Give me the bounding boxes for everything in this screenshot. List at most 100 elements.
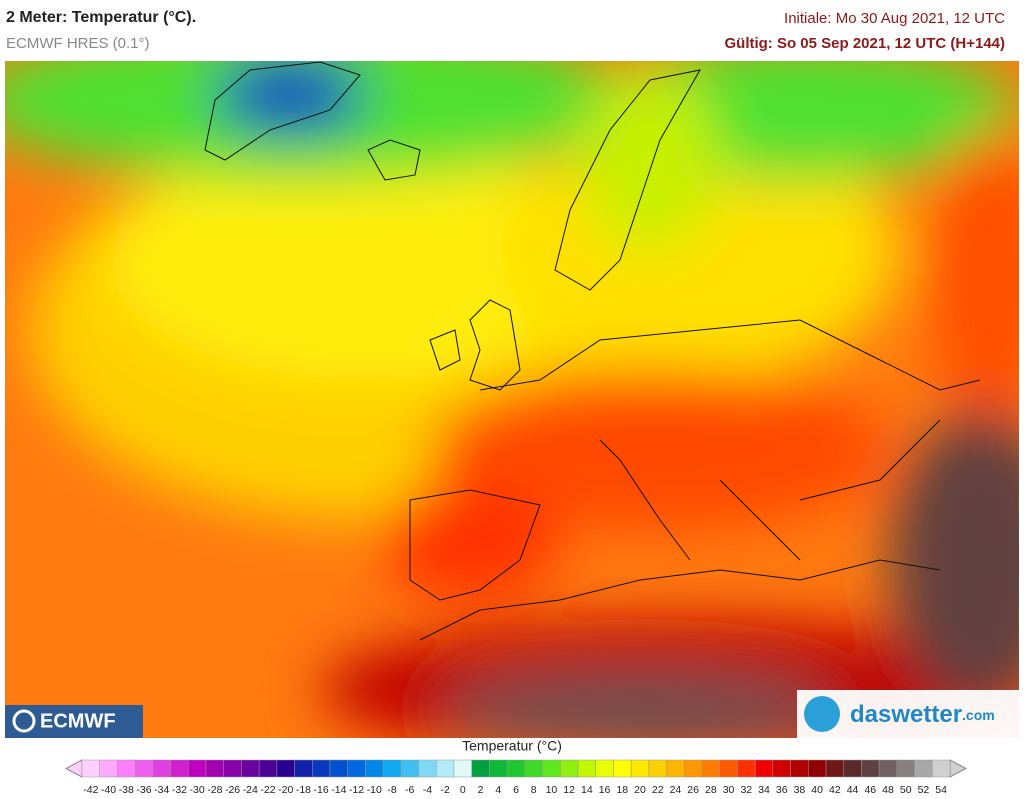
legend-swatch bbox=[205, 759, 224, 778]
legend-label: 46 bbox=[864, 784, 876, 796]
legend-swatch bbox=[471, 759, 490, 778]
legend-swatch bbox=[418, 759, 437, 778]
legend-swatch bbox=[896, 759, 915, 778]
legend-swatch bbox=[400, 759, 419, 778]
legend-label: 8 bbox=[531, 784, 537, 796]
legend-swatch bbox=[648, 759, 667, 778]
legend-label: 36 bbox=[776, 784, 788, 796]
legend-swatch bbox=[312, 759, 331, 778]
legend-label: 32 bbox=[740, 784, 752, 796]
legend-arrow-low bbox=[64, 759, 83, 778]
legend-label: 12 bbox=[563, 784, 575, 796]
ecmwf-text: ECMWF bbox=[40, 710, 116, 732]
title: 2 Meter: Temperatur (°C). bbox=[6, 9, 196, 26]
legend-label: -40 bbox=[101, 784, 116, 796]
legend-label: 54 bbox=[935, 784, 947, 796]
legend-title: Temperatur (°C) bbox=[462, 738, 562, 754]
legend-swatch bbox=[878, 759, 898, 778]
legend-swatch bbox=[276, 759, 295, 778]
legend-label: 0 bbox=[460, 784, 466, 796]
legend-label: 50 bbox=[900, 784, 912, 796]
legend-label: 14 bbox=[581, 784, 593, 796]
legend-label: -36 bbox=[136, 784, 151, 796]
legend-swatch bbox=[365, 759, 384, 778]
legend-swatch bbox=[241, 759, 260, 778]
legend-label: -10 bbox=[367, 784, 382, 796]
legend-swatch bbox=[577, 759, 596, 778]
legend-swatch bbox=[347, 759, 366, 778]
legend-label: 28 bbox=[705, 784, 717, 796]
legend-label: 42 bbox=[829, 784, 841, 796]
legend-label: -34 bbox=[154, 784, 169, 796]
ecmwf-logo: ECMWF bbox=[5, 705, 143, 738]
legend-label: 44 bbox=[847, 784, 859, 796]
legend-swatch bbox=[737, 759, 756, 778]
legend-label: -20 bbox=[278, 784, 293, 796]
legend-swatch bbox=[258, 759, 278, 778]
legend-swatch bbox=[613, 759, 632, 778]
legend-swatch bbox=[81, 759, 100, 778]
legend-swatch bbox=[808, 759, 827, 778]
legend-label: -24 bbox=[243, 784, 258, 796]
legend-label: 10 bbox=[546, 784, 558, 796]
legend-swatch bbox=[825, 759, 844, 778]
legend-swatch bbox=[914, 759, 933, 778]
legend-swatch bbox=[188, 759, 207, 778]
legend-swatch bbox=[170, 759, 189, 778]
legend-swatch bbox=[754, 759, 774, 778]
legend-swatch bbox=[595, 759, 614, 778]
legend-label: 40 bbox=[811, 784, 823, 796]
legend-label: 22 bbox=[652, 784, 664, 796]
legend-arrow-high bbox=[949, 759, 968, 778]
legend-swatch bbox=[99, 759, 118, 778]
legend-swatch bbox=[843, 759, 862, 778]
legend-swatch bbox=[524, 759, 543, 778]
legend-swatch bbox=[666, 759, 685, 778]
legend-label: 38 bbox=[794, 784, 806, 796]
legend-label: 18 bbox=[616, 784, 628, 796]
daswetter-logo: daswetter.com bbox=[797, 690, 1019, 738]
legend-label: 26 bbox=[687, 784, 699, 796]
legend-label: -30 bbox=[190, 784, 205, 796]
legend-label: 2 bbox=[478, 784, 484, 796]
valid-time: Gültig: So 05 Sep 2021, 12 UTC (H+144) bbox=[724, 35, 1005, 52]
legend-label: -2 bbox=[440, 784, 449, 796]
legend-label: -8 bbox=[387, 784, 396, 796]
legend-label: -42 bbox=[83, 784, 98, 796]
legend-swatch bbox=[542, 759, 561, 778]
legend-swatch bbox=[294, 759, 313, 778]
legend-swatch bbox=[630, 759, 650, 778]
legend-label: -38 bbox=[119, 784, 134, 796]
legend-label: -16 bbox=[314, 784, 329, 796]
legend-swatch bbox=[701, 759, 720, 778]
legend-swatch bbox=[436, 759, 455, 778]
temperature-map bbox=[5, 61, 1019, 738]
legend-label: -22 bbox=[260, 784, 275, 796]
legend-label: -14 bbox=[331, 784, 346, 796]
legend-label: -26 bbox=[225, 784, 240, 796]
legend-swatch bbox=[772, 759, 791, 778]
legend-swatch bbox=[117, 759, 136, 778]
legend-swatch bbox=[861, 759, 880, 778]
coastlines bbox=[204, 61, 981, 641]
legend-label: 48 bbox=[882, 784, 894, 796]
legend-label: -6 bbox=[405, 784, 414, 796]
legend-label: 24 bbox=[670, 784, 682, 796]
legend-label: 34 bbox=[758, 784, 770, 796]
legend-swatch bbox=[684, 759, 703, 778]
legend-label: -4 bbox=[423, 784, 432, 796]
legend-label: 20 bbox=[634, 784, 646, 796]
legend-label: 30 bbox=[723, 784, 735, 796]
initial-time: Initiale: Mo 30 Aug 2021, 12 UTC bbox=[784, 10, 1005, 27]
legend-label: -32 bbox=[172, 784, 187, 796]
legend-label: 52 bbox=[918, 784, 930, 796]
legend-label: -28 bbox=[207, 784, 222, 796]
legend-swatch bbox=[489, 759, 508, 778]
legend-label: 6 bbox=[513, 784, 519, 796]
legend-label: -12 bbox=[349, 784, 364, 796]
legend-swatch bbox=[719, 759, 738, 778]
legend-swatch bbox=[560, 759, 579, 778]
legend-swatch bbox=[790, 759, 809, 778]
legend-label: -18 bbox=[296, 784, 311, 796]
